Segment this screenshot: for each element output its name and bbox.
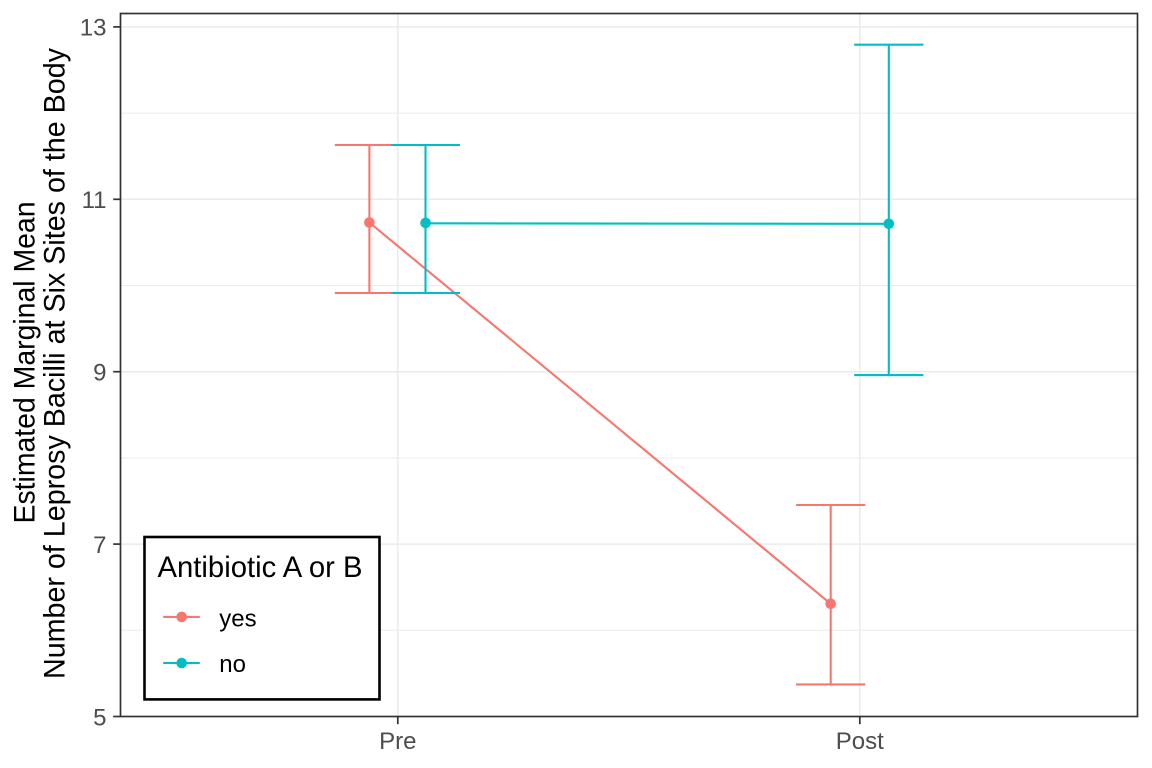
svg-text:yes: yes [219, 605, 256, 632]
svg-text:11: 11 [82, 187, 107, 214]
svg-text:Pre: Pre [379, 728, 416, 755]
svg-text:Estimated Marginal Mean: Estimated Marginal Mean [9, 202, 42, 524]
svg-text:no: no [219, 651, 246, 678]
svg-text:Number of Leprosy Bacilli at S: Number of Leprosy Bacilli at Six Sites o… [39, 48, 72, 679]
svg-text:13: 13 [80, 15, 107, 42]
svg-text:Post: Post [836, 728, 884, 755]
svg-text:9: 9 [93, 360, 106, 387]
svg-text:5: 5 [93, 704, 106, 731]
svg-text:Antibiotic A or B: Antibiotic A or B [158, 551, 363, 584]
svg-text:7: 7 [93, 532, 106, 559]
